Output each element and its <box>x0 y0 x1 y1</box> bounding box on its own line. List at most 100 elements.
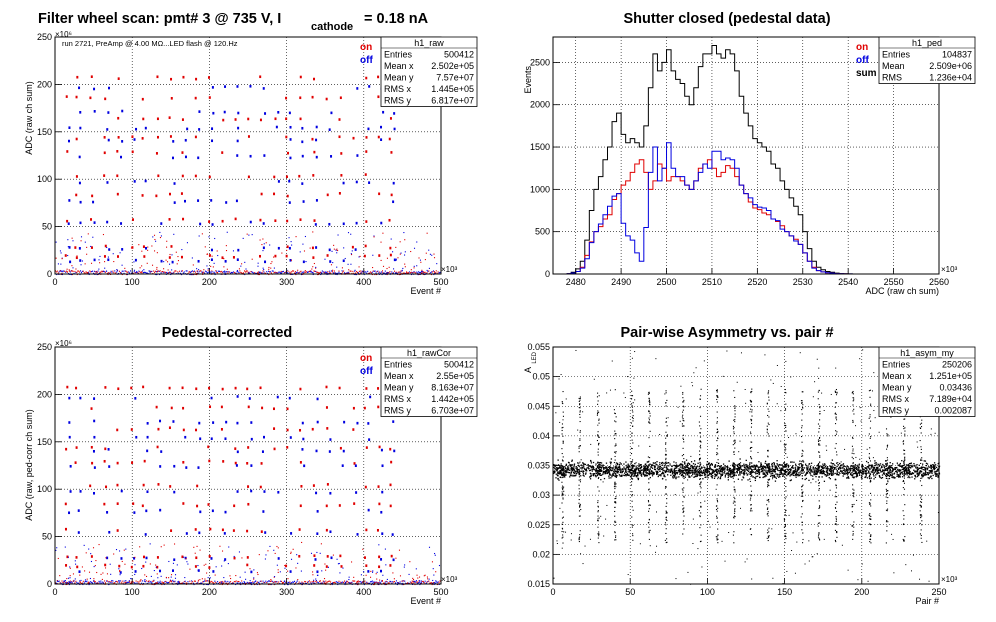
point-band <box>661 478 664 480</box>
point-scatter <box>324 271 326 273</box>
point-band <box>633 465 635 467</box>
point-band <box>629 469 632 472</box>
point-off <box>93 110 96 113</box>
plot-frame <box>552 36 940 275</box>
point-band <box>731 471 733 473</box>
point-off <box>211 127 214 130</box>
point-on <box>274 254 277 258</box>
x-axis-label: Event # <box>410 596 441 606</box>
point-band <box>832 470 834 473</box>
point-off <box>328 128 331 131</box>
point-band <box>858 463 861 465</box>
point-baseline <box>234 581 236 583</box>
point-scatter <box>99 272 101 274</box>
point-band <box>726 472 728 474</box>
point-baseline <box>384 270 386 272</box>
point-baseline <box>300 270 302 272</box>
point-baseline <box>322 271 324 273</box>
point-scatter <box>63 581 65 583</box>
point-band <box>719 476 722 478</box>
point-baseline <box>236 270 238 272</box>
point-band <box>655 470 657 472</box>
point-band <box>743 473 746 475</box>
point-band <box>695 465 697 468</box>
point-off <box>133 138 136 141</box>
point-band <box>724 467 726 469</box>
point-scatter <box>80 236 83 238</box>
point-scatter <box>382 232 384 234</box>
point-band <box>855 471 857 473</box>
point-baseline <box>202 272 204 274</box>
point-baseline <box>71 270 73 272</box>
point-band <box>719 477 722 480</box>
point-band <box>857 469 859 472</box>
point-baseline <box>294 580 296 582</box>
point-scatter <box>189 273 191 276</box>
point-scatter <box>166 246 168 248</box>
point-on <box>389 564 392 567</box>
point-band <box>667 462 670 464</box>
point-band <box>569 464 571 466</box>
point-band <box>865 460 868 463</box>
point-scatter <box>104 261 106 263</box>
point-band <box>850 467 852 470</box>
point-baseline <box>301 581 303 583</box>
point-on <box>325 565 328 568</box>
point-band <box>637 478 640 481</box>
point-band <box>678 468 680 470</box>
point-scatter <box>160 546 162 548</box>
point-baseline <box>245 270 247 272</box>
point-off <box>262 510 265 513</box>
point-band <box>929 466 931 468</box>
point-scatter <box>177 256 179 258</box>
point-band <box>719 472 721 475</box>
point-band <box>831 459 833 461</box>
point-band <box>879 476 881 479</box>
point-scatter <box>402 582 404 584</box>
point-band <box>555 468 557 470</box>
point-band <box>612 471 615 473</box>
point-scatter <box>59 575 61 577</box>
point-on <box>363 556 366 559</box>
point-baseline <box>216 582 218 584</box>
point-band <box>577 471 579 473</box>
point-scatter <box>223 258 225 260</box>
point-band <box>741 472 743 474</box>
point-band <box>640 467 643 469</box>
point-band <box>625 470 627 472</box>
point-baseline <box>230 272 232 274</box>
point-band <box>736 465 739 467</box>
point-band <box>915 467 917 469</box>
point-band <box>789 471 791 473</box>
point-band <box>720 475 722 477</box>
point-band <box>605 466 607 468</box>
point-band <box>755 475 757 478</box>
point-baseline <box>358 581 360 583</box>
point-band <box>738 464 741 466</box>
point-scatter <box>262 250 264 252</box>
point-band <box>824 463 826 465</box>
point-scatter <box>256 583 258 586</box>
point-scatter <box>171 269 173 271</box>
point-baseline <box>83 272 85 274</box>
point-baseline <box>404 580 406 582</box>
point-band <box>631 471 633 474</box>
point-scatter <box>433 273 435 276</box>
point-baseline <box>116 580 118 583</box>
point-baseline <box>206 271 208 273</box>
point-baseline <box>145 272 147 274</box>
point-band <box>693 466 695 468</box>
point-scatter <box>316 274 319 276</box>
point-scatter <box>431 583 433 586</box>
point-baseline <box>162 582 164 584</box>
point-scatter <box>408 573 410 575</box>
point-band <box>734 464 737 466</box>
point-band <box>685 465 687 467</box>
point-band <box>705 476 707 478</box>
point-band <box>907 464 910 466</box>
point-off <box>172 140 175 143</box>
point-off <box>107 138 110 142</box>
chart-title: Pedestal-corrected <box>162 325 293 341</box>
x-axis-label: ADC (raw ch sum) <box>865 286 939 296</box>
point-on <box>234 447 237 450</box>
